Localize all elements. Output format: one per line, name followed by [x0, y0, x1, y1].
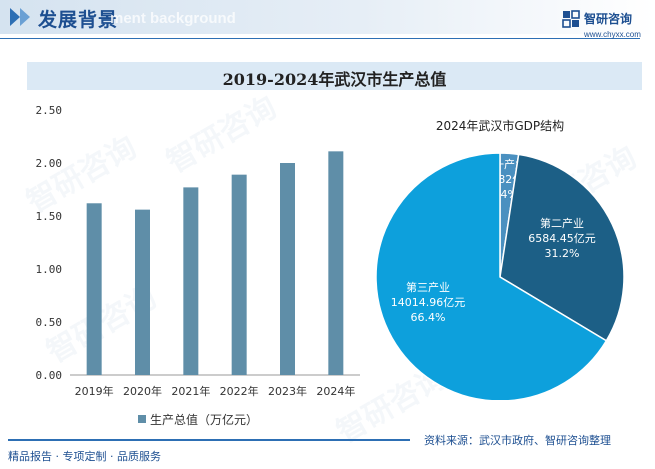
pie-slice [375, 152, 608, 400]
x-tick-label: 2021年 [171, 384, 210, 398]
footer-divider [8, 439, 410, 441]
x-tick-label: 2024年 [316, 384, 355, 398]
logo-name: 智研咨询 [584, 12, 633, 26]
section-header: 发展背景 ment background 智研咨询 www.chyxx.com [0, 0, 655, 48]
bar [86, 203, 102, 375]
footer: 精品报告 · 专项定制 · 品质服务 资料来源：武汉市政府、智研咨询整理 [0, 434, 655, 469]
bar [231, 174, 247, 375]
y-tick-label: 0.50 [36, 316, 63, 329]
pie-slice [499, 153, 625, 342]
y-tick-label: 1.00 [36, 263, 63, 276]
x-tick-label: 2022年 [220, 384, 259, 398]
bar [280, 163, 295, 375]
legend-swatch [138, 415, 146, 423]
legend-label: 生产总值（万亿元） [150, 412, 258, 427]
bar [135, 209, 150, 375]
pie-chart: 2024年武汉市GDP结构第一产业506.82亿元2.4%第二产业6584.45… [375, 118, 625, 400]
pie-data-label: 第三产业 [406, 280, 450, 294]
section-title: 发展背景 [38, 9, 119, 31]
brand-logo: 智研咨询 www.chyxx.com [562, 8, 652, 44]
pie-data-label: 6584.45亿元 [528, 232, 596, 245]
x-tick-label: 2019年 [75, 384, 114, 398]
pie-data-label: 14014.96亿元 [391, 296, 466, 309]
pie-title: 2024年武汉市GDP结构 [436, 118, 564, 133]
logo-icon [562, 10, 580, 28]
pie-data-label: 第二产业 [540, 216, 584, 230]
source-note: 资料来源：武汉市政府、智研咨询整理 [424, 434, 611, 447]
section-subtitle-ghost: ment background [110, 10, 236, 27]
bar-chart: 0.00 0.50 1.00 1.50 2.00 2.50 2019年 2020年 2021年 2… [36, 104, 360, 427]
x-tick-label: 2020年 [123, 384, 162, 398]
chart-title: 2019-2024年武汉市生产总值 [222, 70, 447, 89]
pie-data-label: 31.2% [545, 247, 580, 260]
x-tick-label: 2023年 [268, 384, 307, 398]
y-tick-label: 2.00 [36, 157, 63, 170]
footer-tagline: 精品报告 · 专项定制 · 品质服务 [8, 450, 161, 463]
bar [328, 151, 344, 375]
chevron-right-icon [10, 8, 20, 26]
y-tick-label: 1.50 [36, 210, 63, 223]
bar [183, 187, 199, 375]
y-tick-label: 2.50 [36, 104, 63, 117]
logo-url: www.chyxx.com [584, 30, 641, 39]
chevron-right-icon [20, 8, 30, 26]
y-tick-label: 0.00 [36, 369, 63, 382]
header-divider [0, 38, 640, 39]
header-bar [0, 0, 655, 34]
pie-data-label: 66.4% [411, 311, 446, 324]
chart-title-band: 2019-2024年武汉市生产总值 [27, 62, 642, 90]
